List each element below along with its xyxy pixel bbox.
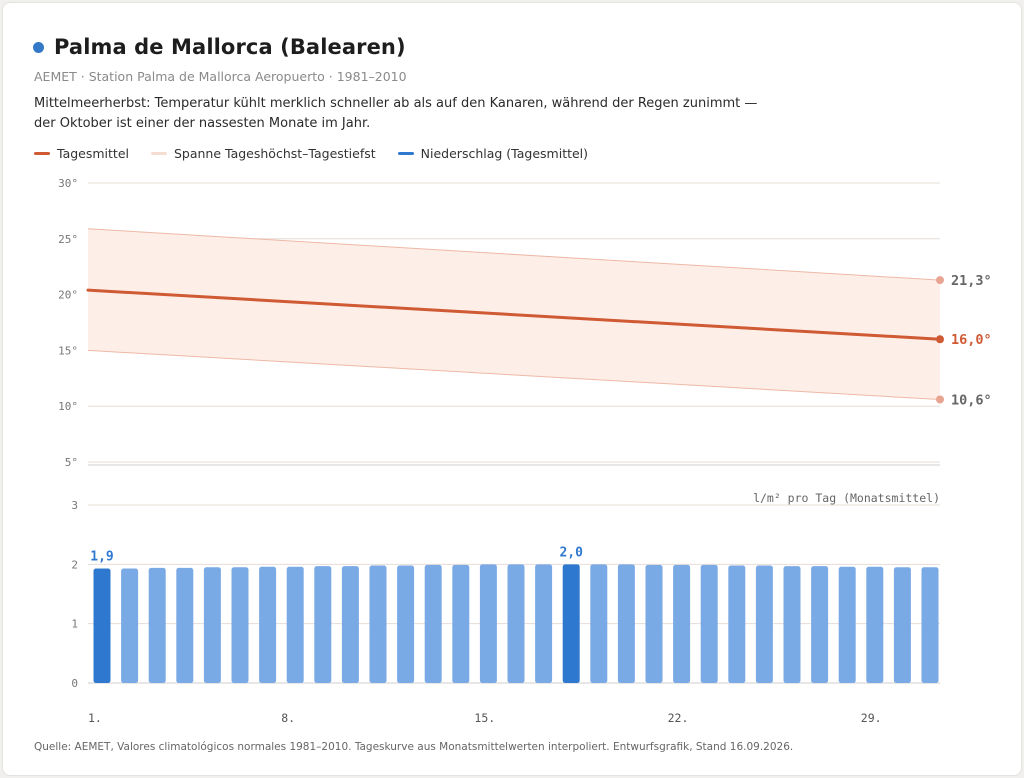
legend-label-mean: Tagesmittel (57, 146, 129, 161)
x-tick-label: 1. (88, 711, 102, 725)
precip-bar (562, 564, 580, 683)
temp-mean-line (86, 288, 942, 341)
precip-bar (314, 566, 332, 683)
precip-bar (535, 564, 553, 683)
temp-ytick-label: 10° (58, 400, 78, 413)
precip-bar-label: 1,9 (90, 549, 113, 564)
precip-ytick-label: 3 (71, 499, 78, 512)
precip-bar (341, 566, 359, 683)
precip-ytick-label: 0 (71, 677, 78, 690)
legend-swatch-range (150, 152, 167, 155)
legend-item-range: Spanne Tageshöchst–Tagestiefst (150, 146, 376, 161)
precip-bar (866, 566, 884, 683)
precip-bar (755, 565, 773, 683)
chart-description: Mittelmeerherbst: Temperatur kühlt merkl… (34, 96, 758, 131)
temp-ytick-label: 5° (65, 456, 78, 469)
precip-bar (645, 564, 663, 683)
precip-unit-label: l/m² pro Tag (Monatsmittel) (753, 491, 940, 505)
precip-bar (93, 568, 111, 683)
precip-bar (286, 566, 304, 683)
precip-ytick-label: 1 (71, 618, 78, 631)
temp-mean-endpoint (936, 335, 944, 344)
x-tick-label: 8. (281, 711, 295, 725)
temp-ytick-label: 15° (58, 344, 78, 357)
precip-bar (259, 566, 277, 683)
legend-label-precip: Niederschlag (Tagesmittel) (420, 146, 589, 161)
title-row: Palma de Mallorca (Balearen) (33, 35, 406, 59)
precip-bar (148, 567, 166, 683)
temp-max-endpoint (936, 276, 944, 285)
source-footer: Quelle: AEMET, Valores climatológicos no… (34, 741, 794, 753)
x-tick-label: 22. (668, 711, 689, 725)
x-tick-label: 15. (474, 711, 495, 725)
temp-max-end-label: 21,3° (951, 273, 992, 289)
precip-bar (203, 567, 221, 683)
precip-bar (783, 566, 801, 683)
chart-title: Palma de Mallorca (Balearen) (54, 35, 406, 59)
precip-bar (507, 564, 525, 683)
precip-bar (838, 566, 856, 683)
legend-label-range: Spanne Tageshöchst–Tagestiefst (173, 146, 376, 161)
precip-bar (369, 565, 387, 683)
precip-bar (673, 564, 691, 683)
temp-ytick-label: 25° (58, 233, 78, 246)
legend-item-precip: Niederschlag (Tagesmittel) (397, 146, 589, 161)
temp-min-end-label: 10,6° (951, 393, 992, 409)
legend-swatch-precip (397, 152, 414, 155)
precip-bar (452, 564, 470, 683)
precip-bar-label: 2,0 (559, 545, 583, 560)
precip-bar (590, 564, 608, 683)
precip-ytick-label: 2 (71, 558, 78, 571)
temp-ytick-label: 30° (58, 177, 78, 190)
precip-bar (479, 564, 497, 683)
precip-bar (728, 565, 746, 683)
temp-mean-end-label: 16,0° (951, 332, 992, 348)
precip-bar (231, 567, 249, 683)
legend-item-mean: Tagesmittel (34, 146, 129, 161)
temp-min-line (87, 349, 941, 401)
precip-bar (921, 567, 939, 683)
precip-bar (617, 564, 635, 683)
precip-bar (893, 567, 911, 683)
temp-ytick-label: 20° (58, 289, 78, 302)
precip-bar (397, 565, 415, 683)
precip-bar (121, 568, 139, 683)
title-dot-icon (33, 41, 44, 53)
precip-bar (700, 564, 718, 683)
legend-swatch-mean (34, 152, 50, 155)
x-tick-label: 29. (861, 711, 882, 725)
precip-bar (811, 566, 829, 683)
legend: Tagesmittel Spanne Tageshöchst–Tagestief… (34, 146, 610, 161)
temp-max-line (87, 228, 941, 281)
chart-subtitle: AEMET · Station Palma de Mallorca Aeropu… (34, 69, 407, 84)
precip-bar (176, 567, 194, 683)
precip-bar (424, 564, 442, 683)
temp-min-endpoint (936, 395, 944, 404)
